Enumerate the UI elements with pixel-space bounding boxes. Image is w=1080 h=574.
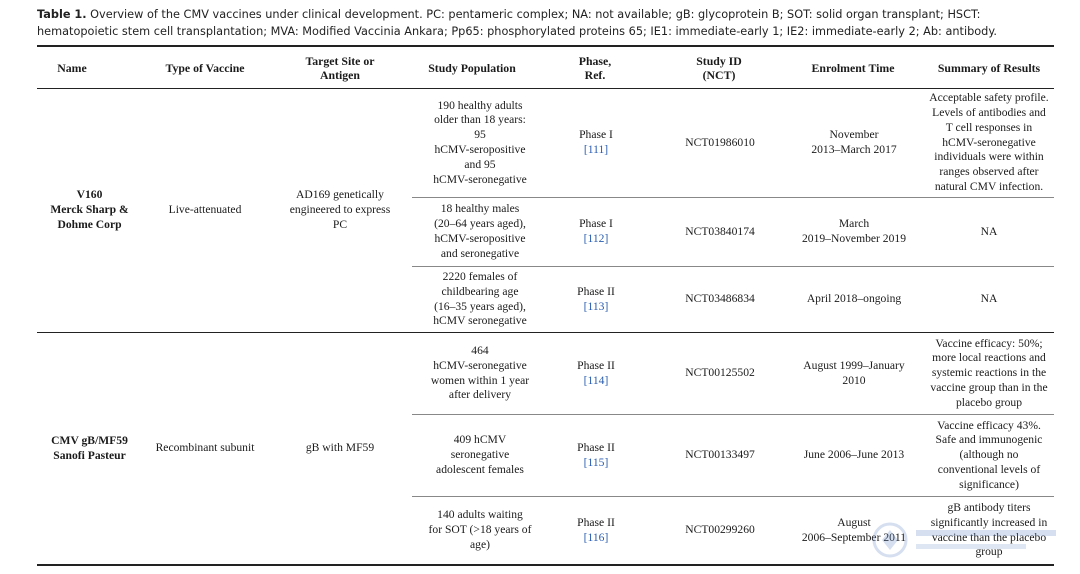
summary-results: gB antibody titers significantly increas… <box>930 500 1048 559</box>
row-divider <box>412 197 1054 198</box>
study-id: NCT00125502 <box>685 366 755 380</box>
header-summary: Summary of Results <box>937 60 1041 75</box>
vaccine-type: Live-attenuated <box>168 203 242 217</box>
phase-ref: Phase I [111] <box>550 89 642 197</box>
enrolment-time: June 2006–June 2013 <box>803 448 905 462</box>
caption-label: Table 1. <box>37 8 87 21</box>
study-id: NCT00133497 <box>685 448 755 462</box>
phase-ref: Phase II [115] <box>550 415 642 496</box>
header-population: Study Population <box>428 60 516 75</box>
header-type: Type of Vaccine <box>165 60 245 75</box>
table-caption: Table 1. Overview of the CMV vaccines un… <box>37 6 1047 40</box>
phase-ref: Phase II [116] <box>550 497 642 564</box>
vaccine-type: Recombinant subunit <box>155 441 255 455</box>
enrolment-time: August 2006–September 2011 <box>801 515 906 544</box>
enrolment-time: March 2019–November 2019 <box>801 217 906 245</box>
target-antigen: AD169 genetically engineered to express … <box>289 188 391 231</box>
vaccine-name: CMV gB/MF59 Sanofi Pasteur <box>51 433 128 462</box>
header-enrolment: Enrolment Time <box>811 60 895 75</box>
watermark-logo-icon <box>872 522 1056 558</box>
study-population: 2220 females of childbearing age (16–35 … <box>433 269 527 328</box>
study-id: NCT03486834 <box>685 292 755 306</box>
phase-label: Phase I <box>579 217 613 231</box>
row-divider <box>412 496 1054 497</box>
reference-link[interactable]: [115] <box>583 455 609 469</box>
enrolment-time: August 1999–January 2010 <box>803 358 905 387</box>
study-population: 190 healthy adults older than 18 years: … <box>433 98 527 186</box>
header-target: Target Site or Antigen <box>305 53 375 82</box>
group-divider <box>37 332 1054 333</box>
enrolment-time: April 2018–ongoing <box>806 292 902 306</box>
header-phase: Phase, Ref. <box>578 53 612 82</box>
top-rule <box>37 45 1054 47</box>
summary-results: NA <box>980 224 998 238</box>
phase-ref: Phase II [113] <box>550 267 642 332</box>
summary-results: Vaccine efficacy 43%. Safe and immunogen… <box>935 418 1043 491</box>
vaccine-name: V160 Merck Sharp & Dohme Corp <box>50 188 129 231</box>
caption-text: Overview of the CMV vaccines under clini… <box>37 8 998 38</box>
study-population: 409 hCMV seronegative adolescent females <box>436 433 524 476</box>
study-population: 18 healthy males (20–64 years aged), hCM… <box>434 202 526 260</box>
reference-link[interactable]: [112] <box>583 232 609 245</box>
summary-results: Acceptable safety profile. Levels of ant… <box>929 91 1049 193</box>
bottom-rule <box>37 564 1054 566</box>
study-population: 464 hCMV-seronegative women within 1 yea… <box>430 343 530 402</box>
study-id: NCT01986010 <box>685 135 755 149</box>
phase-ref: Phase I [112] <box>550 198 642 266</box>
reference-link[interactable]: [114] <box>583 373 609 387</box>
phase-label: Phase II <box>577 440 615 454</box>
study-population: 140 adults waiting for SOT (>18 years of… <box>428 508 532 551</box>
enrolment-time: November 2013–March 2017 <box>811 128 897 156</box>
phase-ref: Phase II [114] <box>550 333 642 414</box>
row-divider <box>412 414 1054 415</box>
reference-link[interactable]: [113] <box>583 299 609 313</box>
target-antigen: gB with MF59 <box>305 441 375 455</box>
study-id: NCT00299260 <box>685 523 755 537</box>
header-study-id: Study ID (NCT) <box>696 53 742 82</box>
reference-link[interactable]: [111] <box>583 143 609 156</box>
row-divider <box>412 266 1054 267</box>
summary-results: Vaccine efficacy: 50%; more local reacti… <box>930 336 1048 409</box>
phase-label: Phase II <box>577 284 615 298</box>
reference-link[interactable]: [116] <box>583 530 609 544</box>
summary-results: NA <box>980 292 998 306</box>
header-name: Name <box>57 60 87 75</box>
study-id: NCT03840174 <box>685 224 755 238</box>
phase-label: Phase II <box>577 515 615 529</box>
header-rule <box>37 88 1054 89</box>
phase-label: Phase II <box>577 358 615 372</box>
phase-label: Phase I <box>579 128 613 142</box>
